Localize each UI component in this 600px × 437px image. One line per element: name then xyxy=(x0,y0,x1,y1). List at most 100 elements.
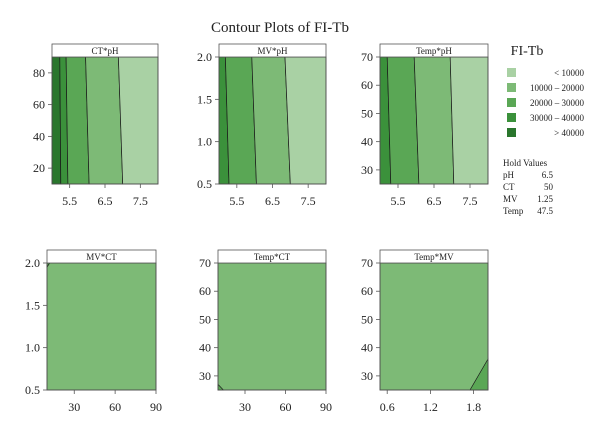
y-tick-label: 40 xyxy=(361,135,373,149)
legend-label: 10000 – 20000 xyxy=(530,83,585,93)
legend-label: 30000 – 40000 xyxy=(530,113,585,123)
legend-swatch xyxy=(507,68,516,77)
y-tick-label: 40 xyxy=(361,341,373,355)
panel-label: MV*CT xyxy=(86,252,117,262)
x-tick-label: 5.5 xyxy=(391,194,406,208)
hold-values-title: Hold Values xyxy=(503,158,548,168)
legend-swatch xyxy=(507,128,516,137)
panel-label: Temp*CT xyxy=(254,252,291,262)
panel-label: Temp*pH xyxy=(416,46,452,56)
hold-value: 6.5 xyxy=(542,170,554,180)
x-tick-label: 5.5 xyxy=(229,194,244,208)
y-tick-label: 1.0 xyxy=(25,341,40,355)
contour-region xyxy=(65,56,90,185)
hold-value: 50 xyxy=(544,182,554,192)
x-tick-label: 30 xyxy=(239,400,251,414)
y-tick-label: 60 xyxy=(361,284,373,298)
y-tick-label: 50 xyxy=(361,312,373,326)
hold-factor: Temp xyxy=(503,206,524,216)
y-tick-label: 30 xyxy=(361,369,373,383)
x-tick-label: 6.5 xyxy=(98,194,113,208)
contour-region xyxy=(118,56,159,185)
hold-factor: pH xyxy=(503,170,515,180)
x-tick-label: 0.6 xyxy=(380,400,395,414)
y-tick-label: 50 xyxy=(199,312,211,326)
legend: FI-Tb < 10000 10000 – 20000 20000 – 30000 3… xyxy=(507,44,585,138)
y-tick-label: 0.5 xyxy=(197,177,212,191)
contour-region xyxy=(284,56,327,185)
y-tick-label: 1.5 xyxy=(25,298,40,312)
panel-temp-mv: Temp*MV 0.6 1.2 1.8 30 40 50 60 70 xyxy=(361,249,489,414)
y-tick-label: 30 xyxy=(199,369,211,383)
panel-strip xyxy=(379,249,489,264)
panel-strip xyxy=(46,249,157,264)
panel-label: MV*pH xyxy=(257,46,288,56)
x-tick-label: 7.5 xyxy=(463,194,478,208)
panel-mv-ct: MV*CT 30 60 90 0.5 1.0 1.5 2.0 xyxy=(25,249,162,414)
contour-region xyxy=(251,56,291,185)
y-tick-label: 60 xyxy=(199,284,211,298)
legend-title: FI-Tb xyxy=(511,44,544,59)
legend-swatch xyxy=(507,83,516,92)
panel-mv-ph: MV*pH 5.5 6.5 7.5 0.5 1.0 1.5 2.0 xyxy=(197,43,327,208)
contour-region xyxy=(379,262,489,391)
x-tick-label: 60 xyxy=(109,400,121,414)
panel-strip xyxy=(51,43,159,58)
panel-label: Temp*MV xyxy=(414,252,454,262)
x-tick-label: 90 xyxy=(150,400,162,414)
y-tick-label: 1.5 xyxy=(197,92,212,106)
y-tick-label: 20 xyxy=(33,161,45,175)
contour-region xyxy=(217,262,327,391)
legend-swatch xyxy=(507,113,516,122)
x-tick-label: 5.5 xyxy=(62,194,77,208)
x-tick-label: 90 xyxy=(320,400,332,414)
figure-title: Contour Plots of FI-Tb xyxy=(211,20,349,36)
y-tick-label: 50 xyxy=(361,106,373,120)
contour-region xyxy=(225,56,257,185)
y-tick-label: 2.0 xyxy=(25,256,40,270)
x-tick-label: 1.2 xyxy=(423,400,438,414)
x-tick-label: 7.5 xyxy=(301,194,316,208)
x-tick-label: 1.8 xyxy=(466,400,481,414)
x-tick-label: 30 xyxy=(68,400,80,414)
panel-strip xyxy=(379,43,489,58)
hold-values-items: pH 6.5 CT 50 MV 1.25 Temp 47.5 xyxy=(503,170,554,216)
legend-label: < 10000 xyxy=(554,68,584,78)
panel-strip xyxy=(218,43,327,58)
y-tick-label: 40 xyxy=(33,129,45,143)
panel-ct-ph: CT*pH 5.5 6.5 7.5 20 40 60 80 xyxy=(33,43,159,208)
y-tick-label: 40 xyxy=(199,341,211,355)
legend-label: > 40000 xyxy=(554,128,584,138)
x-tick-label: 7.5 xyxy=(133,194,148,208)
hold-value: 47.5 xyxy=(537,206,553,216)
panel-temp-ct: Temp*CT 30 60 90 30 40 50 60 70 xyxy=(199,249,332,414)
panel-label: CT*pH xyxy=(92,46,120,56)
contour-region xyxy=(85,56,124,185)
y-tick-label: 80 xyxy=(33,66,45,80)
panel-strip xyxy=(217,249,327,264)
legend-label: 20000 – 30000 xyxy=(530,98,585,108)
panel-temp-ph: Temp*pH 5.5 6.5 7.5 30 40 50 60 70 xyxy=(361,43,489,208)
y-tick-label: 70 xyxy=(361,50,373,64)
hold-factor: MV xyxy=(503,194,518,204)
y-tick-label: 1.0 xyxy=(197,135,212,149)
hold-values: Hold Values pH 6.5 CT 50 MV 1.25 Temp 47.5 xyxy=(503,158,554,216)
contour-region xyxy=(413,56,455,185)
hold-factor: CT xyxy=(503,182,515,192)
panels-group: CT*pH 5.5 6.5 7.5 20 40 60 80 MV*pH 5.5 6.5 7.5 0.5 1… xyxy=(25,43,489,414)
y-tick-label: 60 xyxy=(33,98,45,112)
y-tick-label: 0.5 xyxy=(25,383,40,397)
y-tick-label: 30 xyxy=(361,163,373,177)
legend-items: < 10000 10000 – 20000 20000 – 30000 30000 –… xyxy=(507,68,585,138)
x-tick-label: 6.5 xyxy=(427,194,442,208)
contour-region xyxy=(449,56,489,185)
y-tick-label: 70 xyxy=(199,256,211,270)
x-tick-label: 6.5 xyxy=(265,194,280,208)
hold-value: 1.25 xyxy=(537,194,553,204)
y-tick-label: 70 xyxy=(361,256,373,270)
y-tick-label: 2.0 xyxy=(197,50,212,64)
x-tick-label: 60 xyxy=(280,400,292,414)
legend-swatch xyxy=(507,98,516,107)
contour-region xyxy=(46,262,157,391)
